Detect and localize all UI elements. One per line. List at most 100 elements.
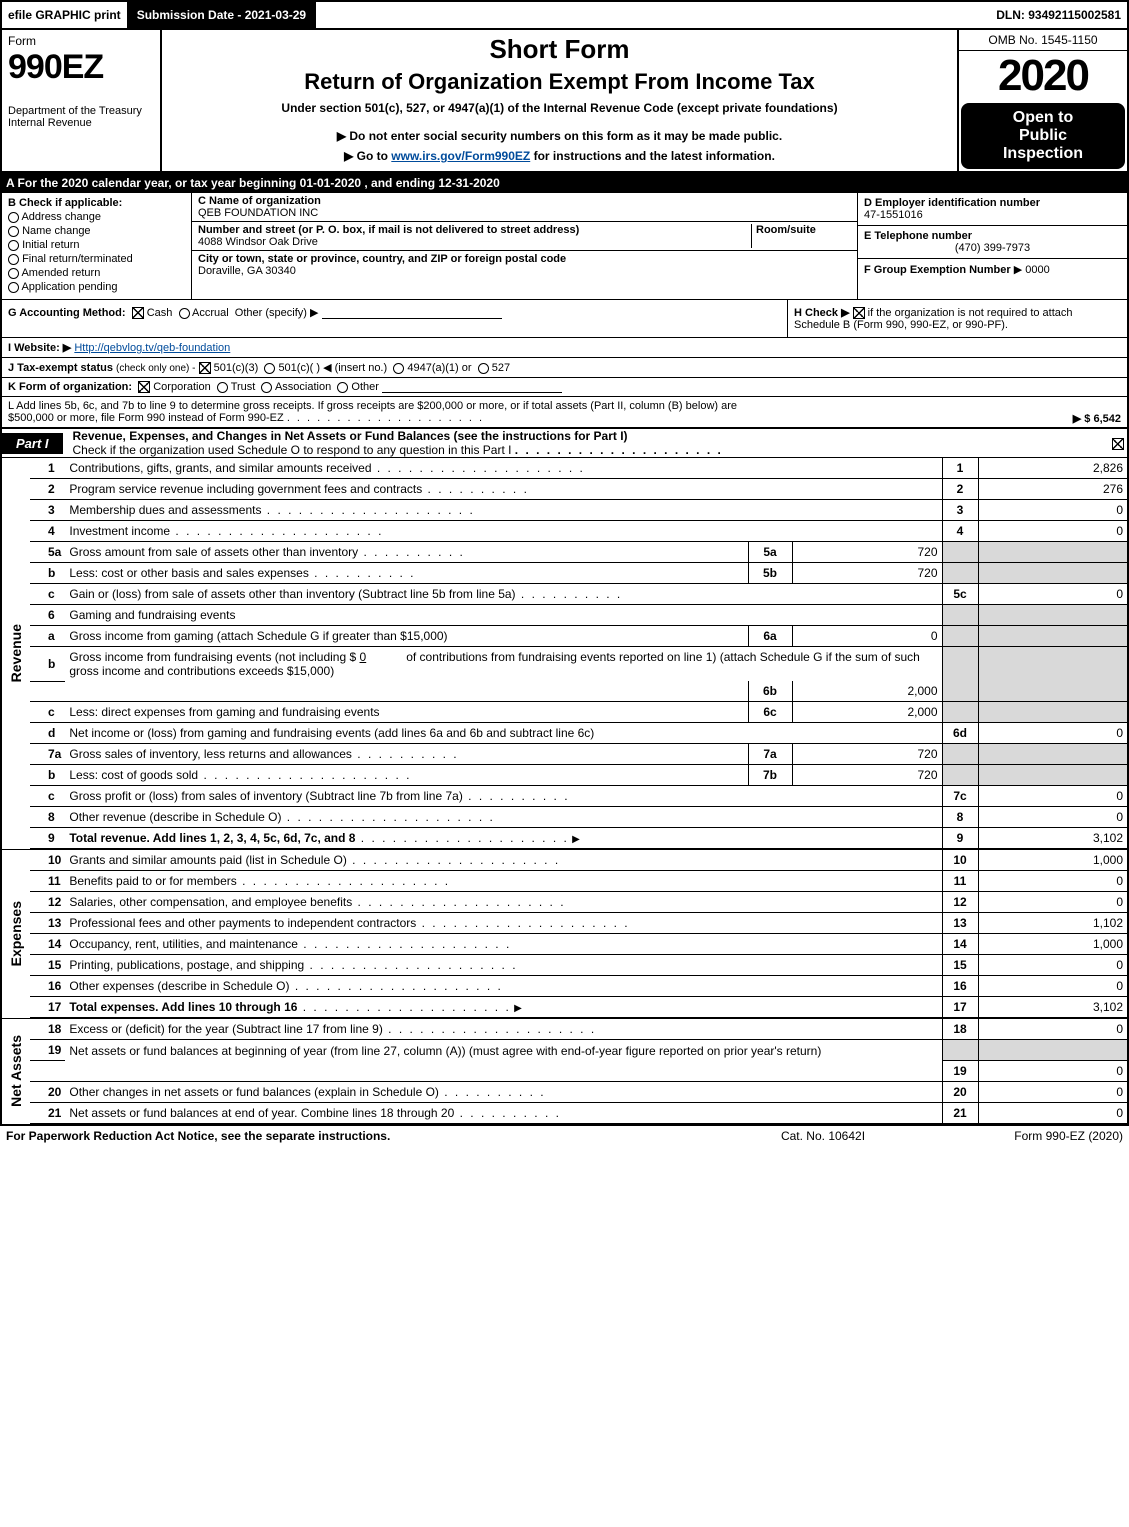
row-5c: c Gain or (loss) from sale of assets oth…: [1, 584, 1128, 605]
r5a-grey2: [978, 542, 1128, 563]
r1-rn: 1: [942, 458, 978, 479]
r1-val: 2,826: [978, 458, 1128, 479]
k-trust: Trust: [231, 381, 256, 393]
r16-text: Other expenses (describe in Schedule O): [69, 979, 289, 993]
r7b-grey2: [978, 765, 1128, 786]
r4-num: 4: [30, 521, 65, 542]
r21-num: 21: [30, 1103, 65, 1125]
r16-val: 0: [978, 976, 1128, 997]
row-2: 2 Program service revenue including gove…: [1, 479, 1128, 500]
page-footer: For Paperwork Reduction Act Notice, see …: [0, 1125, 1129, 1146]
row-21: 21 Net assets or fund balances at end of…: [1, 1103, 1128, 1125]
r17-text: Total expenses. Add lines 10 through 16: [69, 1000, 297, 1014]
part-1-title-text: Revenue, Expenses, and Changes in Net As…: [73, 429, 628, 443]
chk-corp[interactable]: [138, 381, 150, 393]
r14-rn: 14: [942, 934, 978, 955]
r17-rn: 17: [942, 997, 978, 1019]
chk-501c[interactable]: [264, 363, 275, 374]
chk-name[interactable]: [8, 226, 19, 237]
row-1: Revenue 1 Contributions, gifts, grants, …: [1, 458, 1128, 479]
r7b-text: Less: cost of goods sold: [69, 768, 198, 782]
c-city-label: City or town, state or province, country…: [198, 253, 566, 265]
irs-link[interactable]: www.irs.gov/Form990EZ: [391, 149, 530, 163]
j-4947: 4947(a)(1) or: [407, 362, 471, 374]
website-link[interactable]: Http://qebvlog.tv/qeb-foundation: [74, 342, 230, 354]
r19-text: Net assets or fund balances at beginning…: [65, 1040, 942, 1061]
chk-527[interactable]: [478, 363, 489, 374]
k-other: Other: [351, 381, 379, 393]
row-5a: 5a Gross amount from sale of assets othe…: [1, 542, 1128, 563]
r7c-num: c: [30, 786, 65, 807]
row-7a: 7a Gross sales of inventory, less return…: [1, 744, 1128, 765]
r19-grey: [942, 1040, 978, 1061]
k-form-org: K Form of organization: Corporation Trus…: [0, 378, 1129, 397]
chk-trust[interactable]: [217, 382, 228, 393]
footer-form: Form 990-EZ (2020): [923, 1129, 1123, 1143]
r5a-num: 5a: [30, 542, 65, 563]
r4-val: 0: [978, 521, 1128, 542]
r18-rn: 18: [942, 1018, 978, 1040]
r2-val: 276: [978, 479, 1128, 500]
r14-num: 14: [30, 934, 65, 955]
open-line: Open to: [965, 109, 1121, 127]
gh-block: G Accounting Method: Cash Accrual Other …: [0, 300, 1129, 338]
goto-pre: ▶ Go to: [344, 149, 391, 163]
chk-address[interactable]: [8, 212, 19, 223]
row-6b: b Gross income from fundraising events (…: [1, 647, 1128, 682]
r9-rn: 9: [942, 828, 978, 850]
b-app: Application pending: [21, 281, 117, 293]
ein: 47-1551016: [864, 209, 923, 221]
k-label: K Form of organization:: [8, 381, 132, 393]
r14-text: Occupancy, rent, utilities, and maintena…: [69, 937, 298, 951]
subtitle-section: Under section 501(c), 527, or 4947(a)(1)…: [172, 101, 947, 115]
chk-schedule-o[interactable]: [1112, 438, 1124, 450]
r12-num: 12: [30, 892, 65, 913]
k-other-input[interactable]: [382, 381, 562, 393]
r13-rn: 13: [942, 913, 978, 934]
chk-accrual[interactable]: [179, 308, 190, 319]
r11-num: 11: [30, 871, 65, 892]
g-other-input[interactable]: [322, 307, 502, 319]
r6a-grey: [942, 626, 978, 647]
r5b-sn: 5b: [748, 563, 792, 584]
chk-app-pending[interactable]: [8, 282, 19, 293]
r19-val: 0: [978, 1061, 1128, 1082]
part-1-checkline: Check if the organization used Schedule …: [73, 443, 512, 457]
r6-text: Gaming and fundraising events: [65, 605, 942, 626]
l-dots: [287, 412, 484, 424]
part-1-badge: Part I: [2, 433, 63, 454]
g-label: G Accounting Method:: [8, 307, 126, 319]
r7a-text: Gross sales of inventory, less returns a…: [69, 747, 352, 761]
r7a-sv: 720: [792, 744, 942, 765]
chk-final[interactable]: [8, 254, 19, 265]
efile-print[interactable]: efile GRAPHIC print: [2, 6, 127, 24]
form-header: Form 990EZ Department of the Treasury In…: [0, 30, 1129, 173]
chk-amended[interactable]: [8, 268, 19, 279]
chk-other[interactable]: [337, 382, 348, 393]
chk-4947[interactable]: [393, 363, 404, 374]
arrow-icon: [572, 831, 582, 845]
chk-501c3[interactable]: [199, 362, 211, 374]
row-13: 13 Professional fees and other payments …: [1, 913, 1128, 934]
i-label: I Website: ▶: [8, 342, 71, 354]
r5b-sv: 720: [792, 563, 942, 584]
chk-initial[interactable]: [8, 240, 19, 251]
chk-h[interactable]: [853, 307, 865, 319]
r17-val: 3,102: [978, 997, 1128, 1019]
j-note: (check only one) -: [116, 363, 195, 374]
r3-num: 3: [30, 500, 65, 521]
row-15: 15 Printing, publications, postage, and …: [1, 955, 1128, 976]
row-6: 6 Gaming and fundraising events: [1, 605, 1128, 626]
l-gross-receipts: L Add lines 5b, 6c, and 7b to line 9 to …: [0, 397, 1129, 429]
r12-text: Salaries, other compensation, and employ…: [69, 895, 352, 909]
chk-assoc[interactable]: [261, 382, 272, 393]
r9-num: 9: [30, 828, 65, 850]
row-19a: 19 Net assets or fund balances at beginn…: [1, 1040, 1128, 1061]
r11-rn: 11: [942, 871, 978, 892]
r6c-sn: 6c: [748, 702, 792, 723]
chk-cash[interactable]: [132, 307, 144, 319]
r10-rn: 10: [942, 849, 978, 871]
b-addr: Address change: [21, 211, 101, 223]
r7a-grey: [942, 744, 978, 765]
k-assoc: Association: [275, 381, 331, 393]
